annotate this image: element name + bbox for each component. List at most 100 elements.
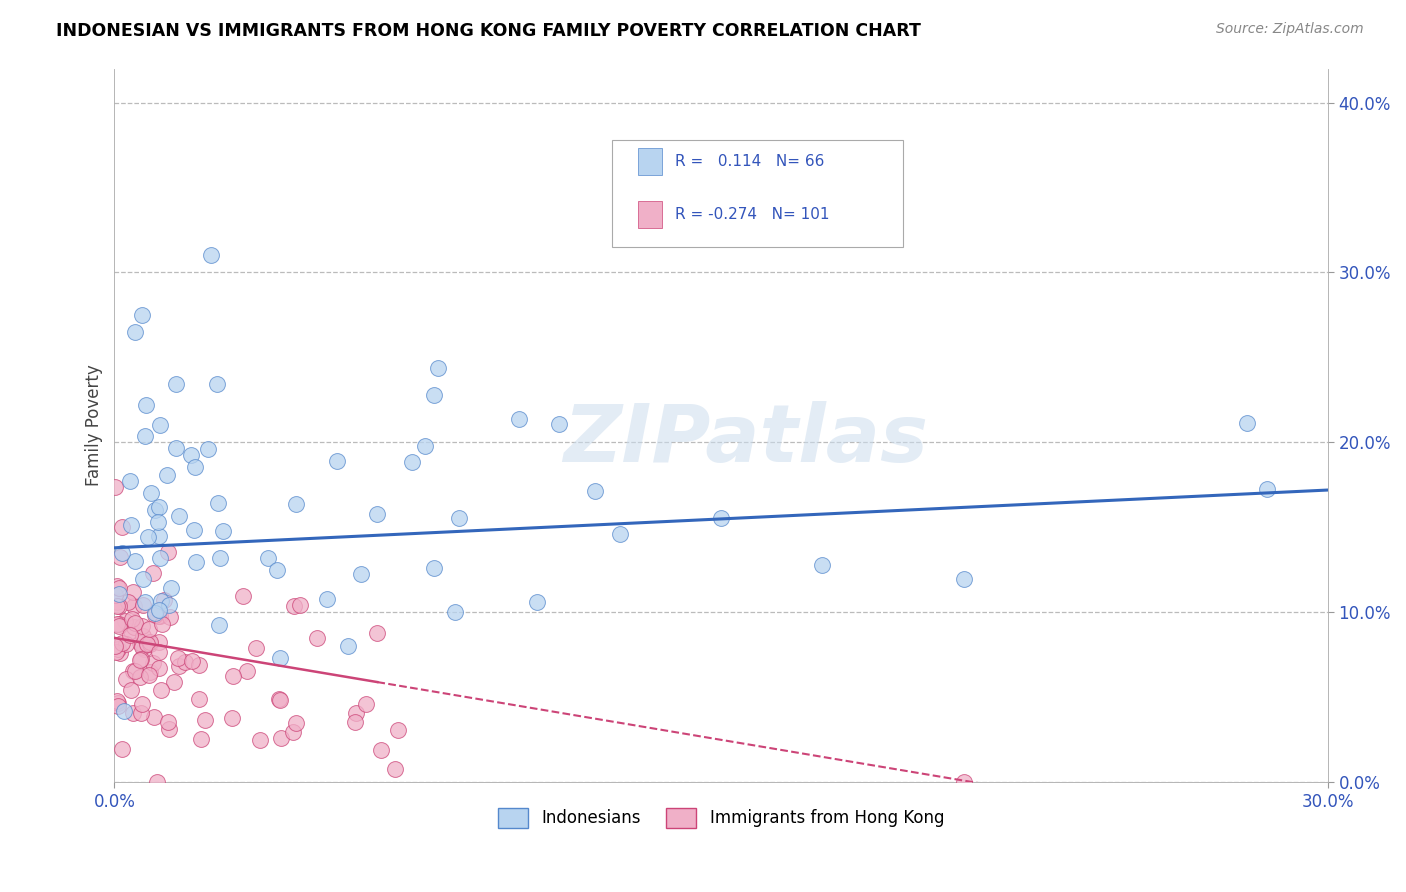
Point	[111, 636, 134, 650]
Point	[447, 511, 470, 525]
Point	[107, 696, 129, 710]
Point	[169, 659, 191, 673]
Point	[111, 520, 134, 534]
Point	[148, 644, 170, 658]
Point	[811, 558, 834, 573]
Point	[110, 549, 132, 564]
Point	[148, 500, 170, 514]
Point	[104, 480, 127, 494]
Point	[157, 714, 180, 729]
Point	[370, 743, 392, 757]
Point	[165, 441, 187, 455]
Point	[183, 523, 205, 537]
Point	[131, 619, 153, 633]
Point	[145, 606, 167, 620]
Point	[117, 595, 139, 609]
Point	[139, 665, 162, 679]
Text: INDONESIAN VS IMMIGRANTS FROM HONG KONG FAMILY POVERTY CORRELATION CHART: INDONESIAN VS IMMIGRANTS FROM HONG KONG …	[56, 22, 921, 40]
Point	[245, 640, 267, 655]
Point	[108, 619, 131, 633]
Point	[281, 724, 304, 739]
Point	[138, 622, 160, 636]
Point	[159, 581, 181, 595]
Point	[105, 694, 128, 708]
Point	[165, 376, 187, 391]
Point	[134, 595, 156, 609]
Point	[118, 627, 141, 641]
Point	[184, 459, 207, 474]
Point	[134, 641, 156, 656]
Point	[150, 594, 173, 608]
Point	[148, 608, 170, 623]
Point	[104, 589, 127, 603]
Point	[285, 716, 308, 731]
Point	[120, 683, 142, 698]
Point	[343, 715, 366, 730]
Point	[188, 691, 211, 706]
Point	[120, 624, 142, 638]
Point	[111, 742, 134, 756]
Point	[336, 639, 359, 653]
Point	[131, 698, 153, 712]
Point	[124, 615, 146, 630]
Point	[149, 417, 172, 432]
Point	[143, 710, 166, 724]
Point	[146, 775, 169, 789]
Point	[269, 651, 291, 665]
Point	[129, 670, 152, 684]
Point	[105, 599, 128, 613]
Point	[135, 398, 157, 412]
Point	[387, 723, 409, 738]
Point	[167, 651, 190, 665]
Point	[118, 474, 141, 488]
Point	[249, 732, 271, 747]
Point	[131, 598, 153, 612]
Point	[139, 637, 162, 651]
Point	[194, 714, 217, 728]
Point	[305, 631, 328, 645]
Point	[284, 497, 307, 511]
Point	[138, 668, 160, 682]
Point	[131, 308, 153, 322]
Text: ZIPatlas: ZIPatlas	[562, 401, 928, 479]
Point	[124, 325, 146, 339]
Point	[105, 645, 128, 659]
Point	[148, 660, 170, 674]
Point	[190, 731, 212, 746]
Point	[269, 693, 291, 707]
Point	[139, 486, 162, 500]
Point	[427, 361, 450, 376]
Text: Source: ZipAtlas.com: Source: ZipAtlas.com	[1216, 22, 1364, 37]
FancyBboxPatch shape	[637, 148, 662, 175]
Point	[174, 655, 197, 669]
Point	[180, 448, 202, 462]
Point	[157, 722, 180, 736]
Point	[366, 507, 388, 521]
Point	[266, 563, 288, 577]
Point	[138, 530, 160, 544]
Point	[344, 706, 367, 720]
Point	[150, 617, 173, 632]
Point	[207, 496, 229, 510]
Point	[423, 561, 446, 575]
Point	[149, 609, 172, 624]
Point	[122, 620, 145, 634]
Point	[236, 665, 259, 679]
Point	[326, 453, 349, 467]
Point	[167, 509, 190, 524]
Point	[129, 635, 152, 649]
Point	[107, 699, 129, 714]
Point	[121, 665, 143, 679]
Point	[366, 626, 388, 640]
Point	[131, 706, 153, 720]
Point	[124, 554, 146, 568]
Point	[221, 711, 243, 725]
Point	[232, 589, 254, 603]
Point	[112, 704, 135, 718]
Point	[222, 669, 245, 683]
Point	[105, 617, 128, 632]
Point	[356, 697, 378, 711]
Point	[146, 515, 169, 529]
Point	[349, 566, 371, 581]
Point	[121, 612, 143, 626]
